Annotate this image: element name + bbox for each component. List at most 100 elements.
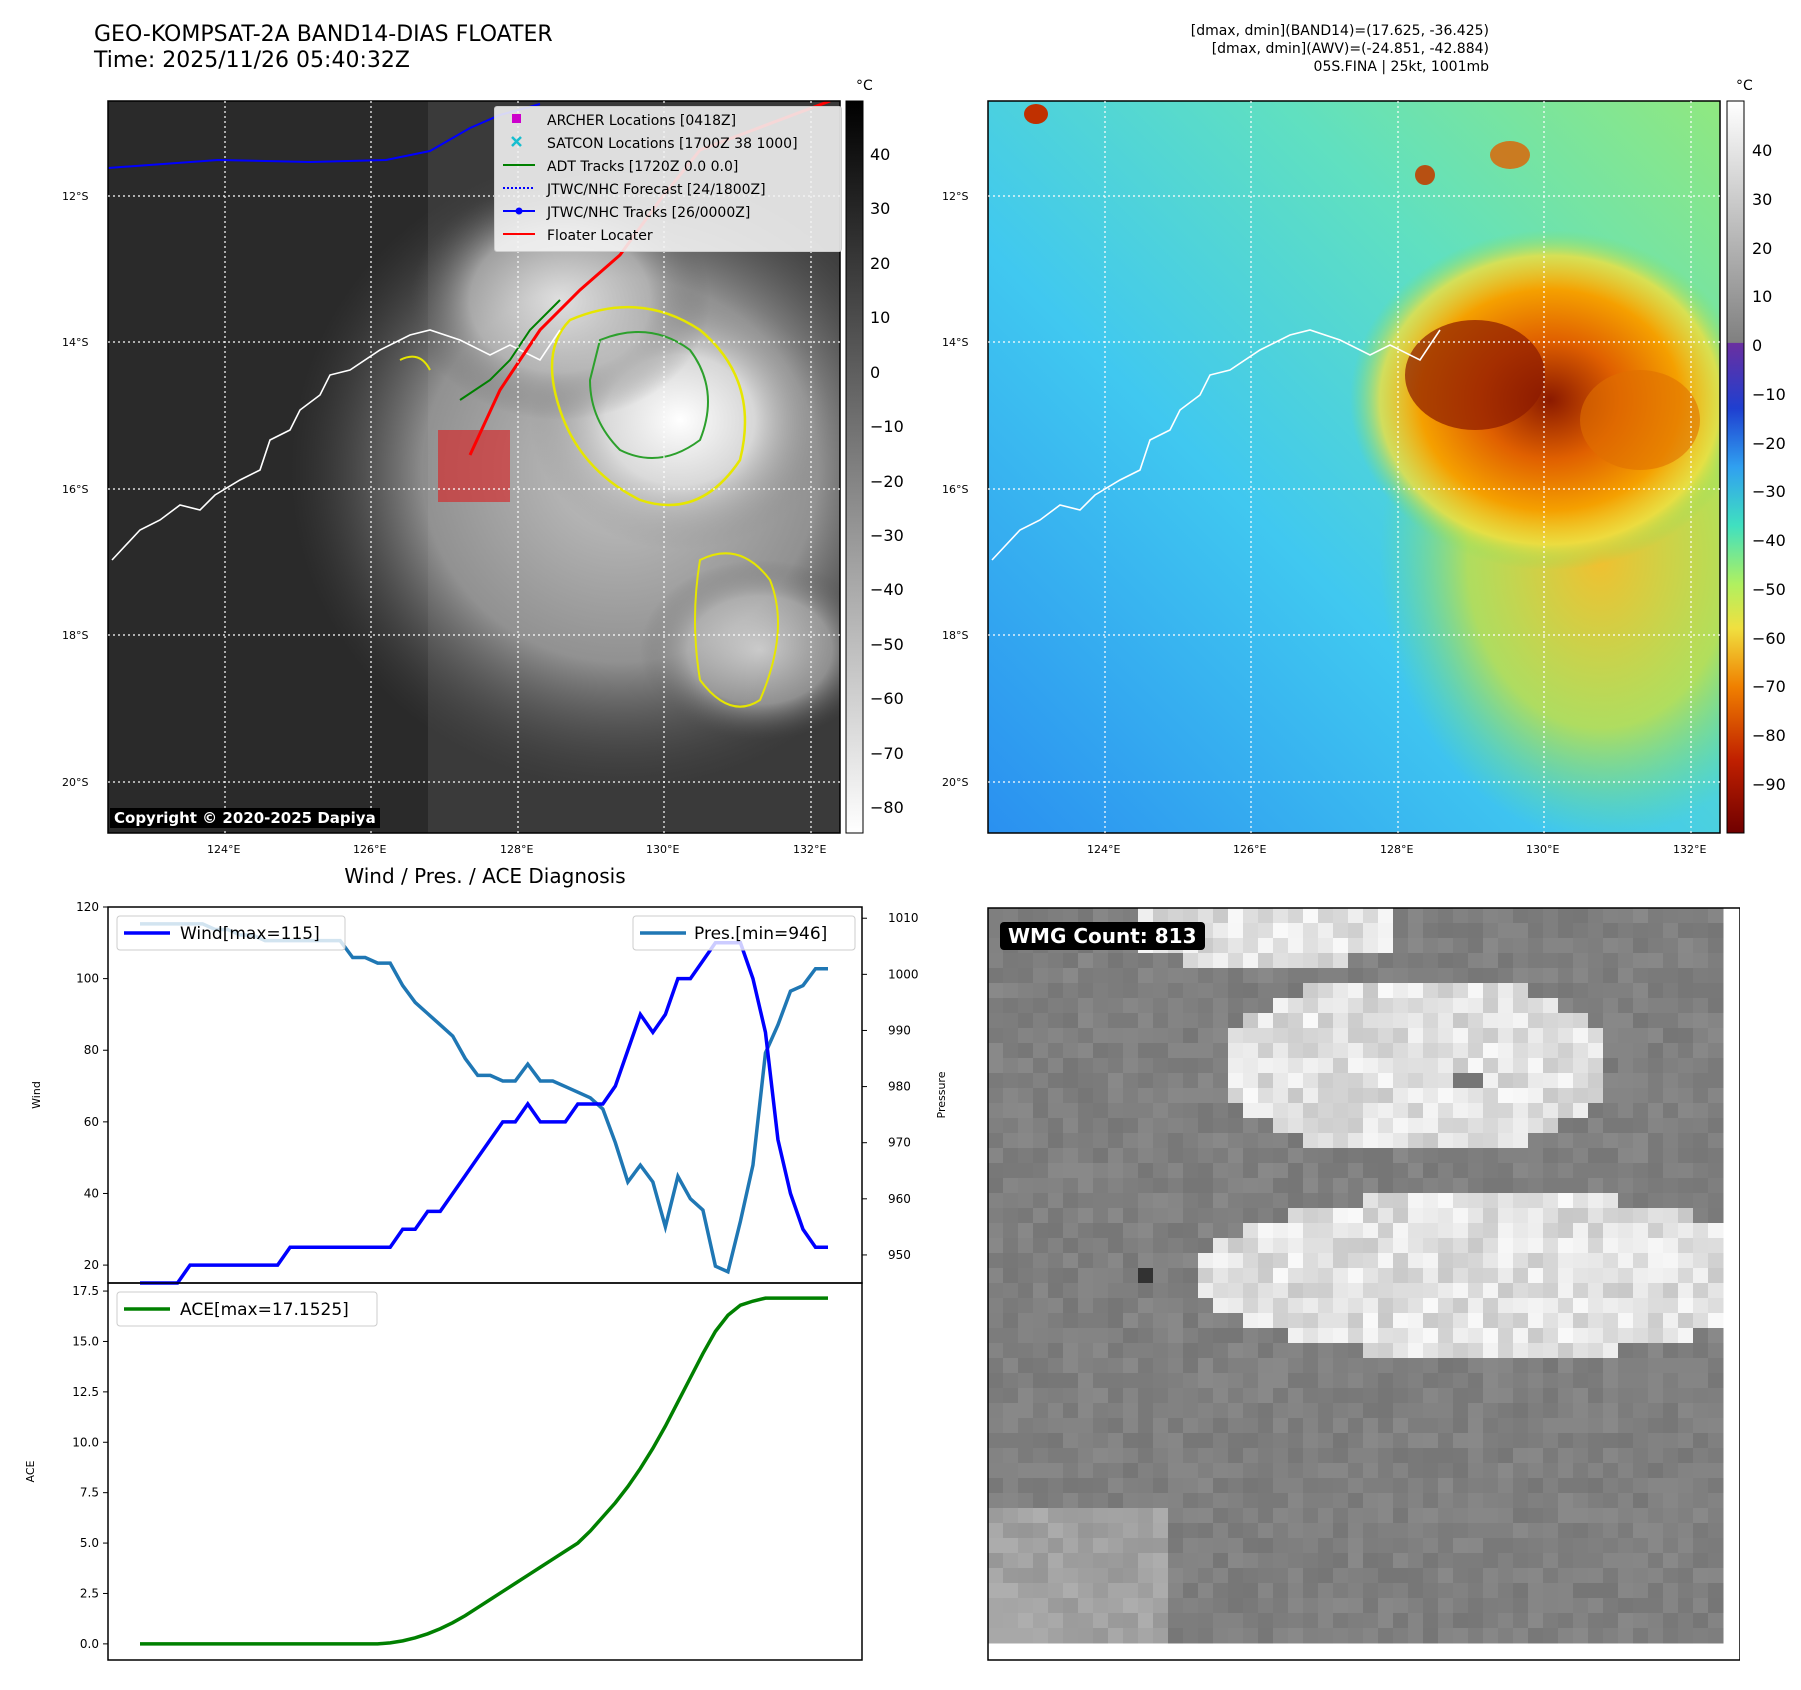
wmg-cell <box>1633 1538 1649 1554</box>
wmg-cell <box>988 1433 1004 1449</box>
wmg-cell <box>1588 1418 1604 1434</box>
wmg-cell <box>1408 1103 1424 1119</box>
wmg-cell <box>1318 1478 1334 1494</box>
wmg-cell <box>988 1028 1004 1044</box>
wmg-cell <box>1333 1478 1349 1494</box>
wmg-cell <box>1003 1118 1019 1134</box>
wmg-cell <box>1693 1358 1709 1374</box>
wmg-cell <box>1648 1208 1664 1224</box>
wmg-cell <box>1183 983 1199 999</box>
wmg-cell <box>988 1253 1004 1269</box>
wmg-cell <box>1618 1283 1634 1299</box>
wmg-cell <box>1513 1133 1529 1149</box>
wmg-cell <box>1678 968 1694 984</box>
wmg-cell <box>1318 953 1334 969</box>
wmg-cell <box>1543 1283 1559 1299</box>
wmg-cell <box>1453 1193 1469 1209</box>
wmg-cell <box>1498 1238 1514 1254</box>
wmg-cell <box>1528 1103 1544 1119</box>
wmg-cell <box>1348 1133 1364 1149</box>
wmg-cell <box>1168 1073 1184 1089</box>
pressure-legend-label: Pres.[min=946] <box>694 924 827 944</box>
wmg-cell <box>1198 1388 1214 1404</box>
wmg-cell <box>1093 1193 1109 1209</box>
wmg-cell <box>1708 1493 1724 1509</box>
wmg-cell <box>1468 1313 1484 1329</box>
wmg-cell <box>1213 1133 1229 1149</box>
wmg-cell <box>1693 1433 1709 1449</box>
wmg-cell <box>1273 1508 1289 1524</box>
wmg-cell <box>1123 1613 1139 1629</box>
wmg-cell <box>1123 1463 1139 1479</box>
wmg-cell <box>1393 908 1409 924</box>
wmg-cell <box>1273 1478 1289 1494</box>
wmg-cell <box>1618 1028 1634 1044</box>
wmg-cell <box>1558 1613 1574 1629</box>
wmg-cell <box>1438 1538 1454 1554</box>
wmg-cell <box>1183 1013 1199 1029</box>
map2-gridlines <box>988 101 1720 833</box>
wmg-cell <box>1288 968 1304 984</box>
wmg-cell <box>1678 1448 1694 1464</box>
wmg-cell <box>1453 1028 1469 1044</box>
wmg-cell <box>1213 1523 1229 1539</box>
wmg-cell <box>1693 1118 1709 1134</box>
wmg-cell <box>1438 1508 1454 1524</box>
wmg-cell <box>1648 1373 1664 1389</box>
wmg-cell <box>1453 953 1469 969</box>
wmg-cell <box>1663 1118 1679 1134</box>
wmg-cell <box>1288 1238 1304 1254</box>
wmg-cell <box>988 1073 1004 1089</box>
wmg-cell <box>1033 1193 1049 1209</box>
wmg-cell <box>1033 1448 1049 1464</box>
wmg-cell <box>1198 1253 1214 1269</box>
wmg-cell <box>1378 1043 1394 1059</box>
wmg-cell <box>1183 1478 1199 1494</box>
wmg-cell <box>1378 1238 1394 1254</box>
wmg-cell <box>1528 1433 1544 1449</box>
wmg-cell <box>1213 1538 1229 1554</box>
wmg-cell <box>1498 1178 1514 1194</box>
wmg-cell <box>1558 1133 1574 1149</box>
wmg-cell <box>1183 1148 1199 1164</box>
wmg-cell <box>1108 1448 1124 1464</box>
wmg-cell <box>1633 1178 1649 1194</box>
wmg-cell <box>1018 1163 1034 1179</box>
wmg-cell <box>1483 983 1499 999</box>
wmg-cell <box>1168 1208 1184 1224</box>
wmg-cell <box>1633 1373 1649 1389</box>
wmg-cell <box>1558 1328 1574 1344</box>
wmg-cell <box>1393 1058 1409 1074</box>
wmg-cell <box>1168 1418 1184 1434</box>
wmg-cell <box>1468 1208 1484 1224</box>
wmg-cell <box>1363 1568 1379 1584</box>
wmg-cell <box>1663 1448 1679 1464</box>
wmg-cell <box>1123 1373 1139 1389</box>
wmg-cell <box>988 1373 1004 1389</box>
wmg-cell <box>1543 938 1559 954</box>
wmg-cell <box>1018 1463 1034 1479</box>
wmg-cell <box>1123 1028 1139 1044</box>
wmg-cell <box>1078 968 1094 984</box>
wmg-cell <box>1288 1268 1304 1284</box>
wmg-cell <box>1363 1328 1379 1344</box>
wmg-cell <box>1528 1538 1544 1554</box>
wmg-cell <box>1618 1568 1634 1584</box>
wmg-cell <box>1618 1013 1634 1029</box>
wmg-cell <box>1453 1508 1469 1524</box>
wmg-cell <box>1363 1448 1379 1464</box>
wmg-cell <box>1288 1433 1304 1449</box>
wmg-cell <box>1513 1238 1529 1254</box>
map1-lon-label: 130°E <box>646 843 680 856</box>
wmg-cell <box>988 1448 1004 1464</box>
wmg-cell <box>1678 1328 1694 1344</box>
wmg-cell <box>1708 1358 1724 1374</box>
wmg-cell <box>1273 908 1289 924</box>
wmg-cell <box>1033 1238 1049 1254</box>
map2-lat-label: 20°S <box>942 776 969 789</box>
wmg-cell <box>1228 1388 1244 1404</box>
wmg-cell <box>1333 1133 1349 1149</box>
wmg-cell <box>1003 1103 1019 1119</box>
wmg-cell <box>1708 1433 1724 1449</box>
wmg-cell <box>1063 1373 1079 1389</box>
